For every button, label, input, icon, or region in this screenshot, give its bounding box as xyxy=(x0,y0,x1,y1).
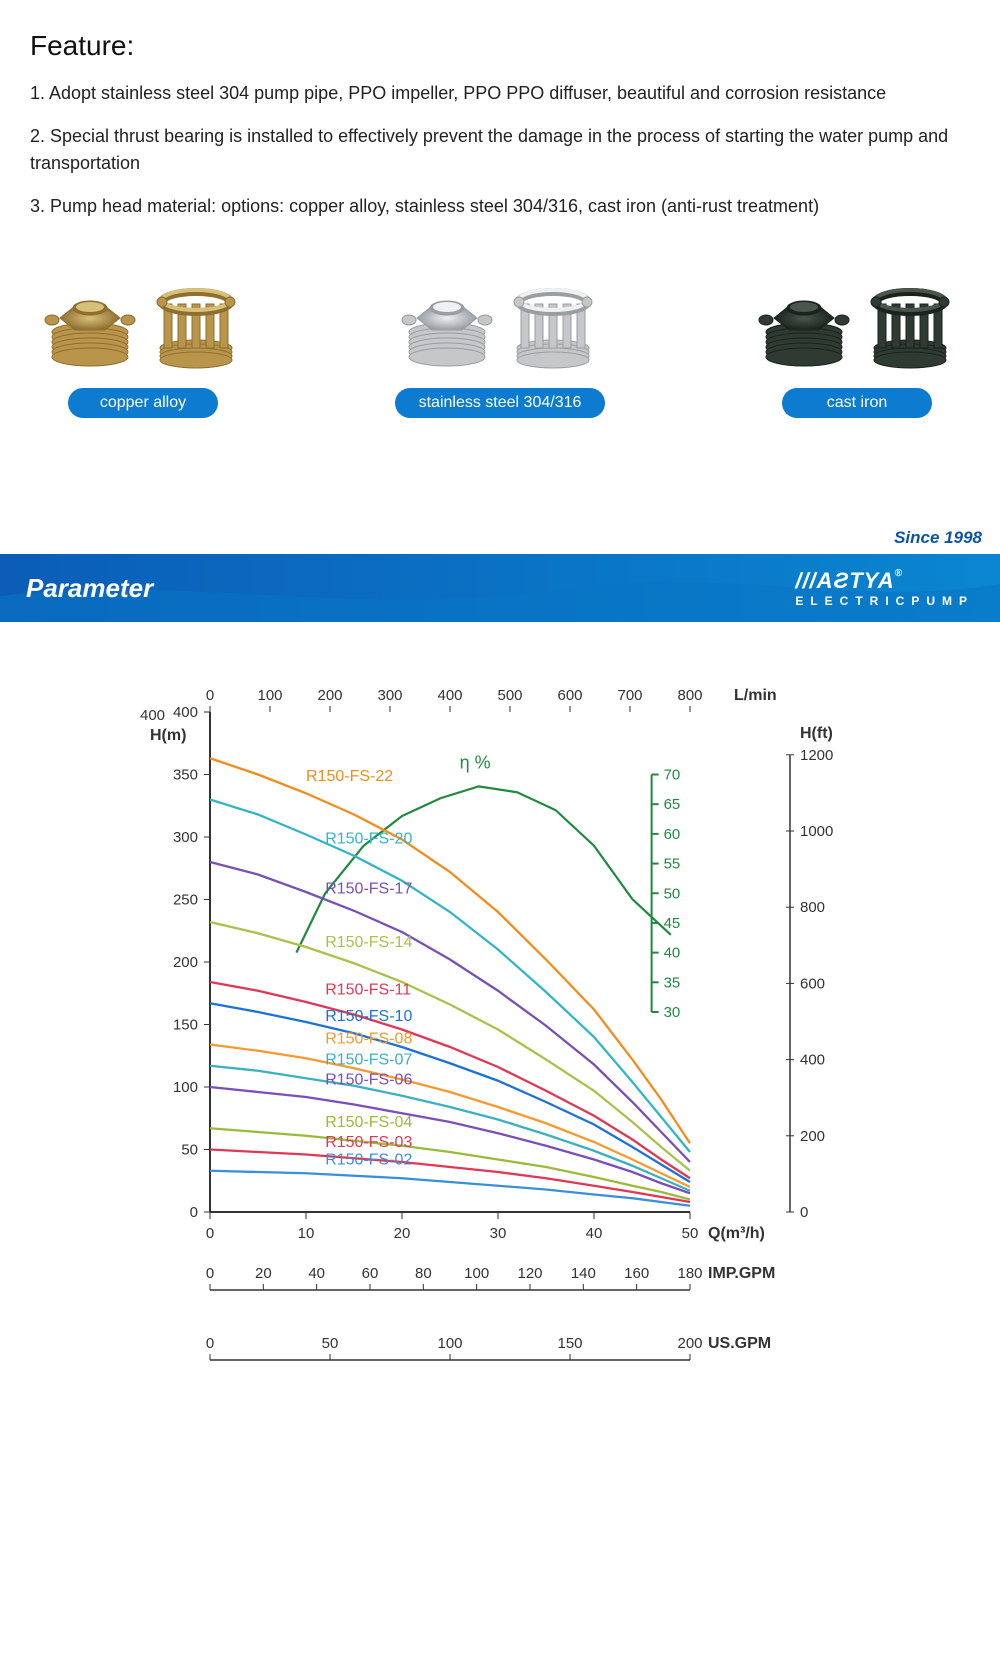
svg-text:US.GPM: US.GPM xyxy=(708,1335,771,1352)
svg-text:200: 200 xyxy=(173,954,198,971)
svg-text:30: 30 xyxy=(490,1225,507,1242)
materials-row: copper alloy stainless steel 304/316 cast … xyxy=(30,270,970,418)
svg-text:0: 0 xyxy=(800,1204,808,1221)
svg-text:120: 120 xyxy=(517,1265,542,1282)
svg-text:R150-FS-17: R150-FS-17 xyxy=(325,880,412,897)
material-block: stainless steel 304/316 xyxy=(395,270,606,418)
svg-text:65: 65 xyxy=(664,796,681,813)
svg-text:L/min: L/min xyxy=(734,687,777,704)
svg-text:700: 700 xyxy=(617,687,642,704)
svg-text:1200: 1200 xyxy=(800,747,833,764)
material-label: cast iron xyxy=(782,388,932,418)
svg-text:600: 600 xyxy=(800,975,825,992)
svg-text:100: 100 xyxy=(464,1265,489,1282)
svg-text:R150-FS-20: R150-FS-20 xyxy=(325,830,412,847)
svg-text:R150-FS-03: R150-FS-03 xyxy=(325,1134,412,1151)
svg-text:500: 500 xyxy=(497,687,522,704)
svg-text:300: 300 xyxy=(377,687,402,704)
svg-text:0: 0 xyxy=(190,1204,198,1221)
feature-item: 3. Pump head material: options: copper a… xyxy=(30,193,970,220)
material-block: cast iron xyxy=(754,270,960,418)
feature-title: Feature: xyxy=(30,30,970,62)
svg-text:250: 250 xyxy=(173,892,198,909)
svg-text:0: 0 xyxy=(206,1335,214,1352)
since-label: Since 1998 xyxy=(0,528,1000,554)
material-label: copper alloy xyxy=(68,388,218,418)
svg-text:40: 40 xyxy=(586,1225,603,1242)
svg-text:60: 60 xyxy=(362,1265,379,1282)
svg-text:200: 200 xyxy=(800,1128,825,1145)
svg-text:50: 50 xyxy=(181,1142,198,1159)
svg-text:R150-FS-22: R150-FS-22 xyxy=(306,768,393,785)
svg-text:R150-FS-02: R150-FS-02 xyxy=(325,1152,412,1169)
svg-text:200: 200 xyxy=(317,687,342,704)
banner-title: Parameter xyxy=(26,573,153,604)
svg-text:60: 60 xyxy=(664,826,681,843)
svg-text:100: 100 xyxy=(257,687,282,704)
svg-text:800: 800 xyxy=(800,899,825,916)
svg-text:20: 20 xyxy=(394,1225,411,1242)
svg-text:R150-FS-07: R150-FS-07 xyxy=(325,1052,412,1069)
svg-text:0: 0 xyxy=(206,1225,214,1242)
svg-text:200: 200 xyxy=(677,1335,702,1352)
svg-text:800: 800 xyxy=(677,687,702,704)
svg-text:140: 140 xyxy=(571,1265,596,1282)
svg-text:100: 100 xyxy=(173,1079,198,1096)
svg-text:400: 400 xyxy=(437,687,462,704)
svg-text:180: 180 xyxy=(677,1265,702,1282)
svg-text:70: 70 xyxy=(664,767,681,784)
svg-text:R150-FS-06: R150-FS-06 xyxy=(325,1072,412,1089)
svg-text:η %: η % xyxy=(460,752,491,772)
svg-text:1000: 1000 xyxy=(800,823,833,840)
svg-text:IMP.GPM: IMP.GPM xyxy=(708,1265,775,1282)
svg-text:R150-FS-04: R150-FS-04 xyxy=(325,1114,412,1131)
svg-text:50: 50 xyxy=(664,885,681,902)
svg-text:10: 10 xyxy=(298,1225,315,1242)
svg-text:150: 150 xyxy=(557,1335,582,1352)
svg-text:300: 300 xyxy=(173,829,198,846)
svg-text:40: 40 xyxy=(308,1265,325,1282)
svg-text:400: 400 xyxy=(173,704,198,721)
svg-text:55: 55 xyxy=(664,856,681,873)
svg-text:50: 50 xyxy=(322,1335,339,1352)
svg-text:400: 400 xyxy=(800,1052,825,1069)
svg-text:0: 0 xyxy=(206,687,214,704)
svg-text:H(m): H(m) xyxy=(150,727,186,744)
feature-item: 1. Adopt stainless steel 304 pump pipe, … xyxy=(30,80,970,107)
svg-text:350: 350 xyxy=(173,767,198,784)
svg-text:0: 0 xyxy=(206,1265,214,1282)
svg-text:80: 80 xyxy=(415,1265,432,1282)
material-label: stainless steel 304/316 xyxy=(395,388,606,418)
svg-text:400: 400 xyxy=(140,707,165,724)
svg-text:35: 35 xyxy=(664,974,681,991)
svg-text:20: 20 xyxy=(255,1265,272,1282)
svg-text:100: 100 xyxy=(437,1335,462,1352)
svg-text:R150-FS-14: R150-FS-14 xyxy=(325,934,412,951)
svg-text:150: 150 xyxy=(173,1017,198,1034)
svg-text:R150-FS-11: R150-FS-11 xyxy=(325,982,411,999)
svg-text:H(ft): H(ft) xyxy=(800,725,833,742)
svg-text:Q(m³/h): Q(m³/h) xyxy=(708,1225,765,1242)
svg-text:R150-FS-10: R150-FS-10 xyxy=(325,1008,412,1025)
performance-chart: 0100200300400500600700800L/min0501001502… xyxy=(0,622,1000,1542)
parameter-banner: Parameter ///AƧTYA® ELECTRICPUMP xyxy=(0,554,1000,622)
svg-text:50: 50 xyxy=(682,1225,699,1242)
svg-text:40: 40 xyxy=(664,945,681,962)
feature-item: 2. Special thrust bearing is installed t… xyxy=(30,123,970,177)
svg-text:160: 160 xyxy=(624,1265,649,1282)
svg-text:30: 30 xyxy=(664,1004,681,1021)
material-block: copper alloy xyxy=(40,270,246,418)
svg-text:600: 600 xyxy=(557,687,582,704)
svg-text:R150-FS-08: R150-FS-08 xyxy=(325,1030,412,1047)
brand-logo: ///AƧTYA® ELECTRICPUMP xyxy=(795,568,974,608)
